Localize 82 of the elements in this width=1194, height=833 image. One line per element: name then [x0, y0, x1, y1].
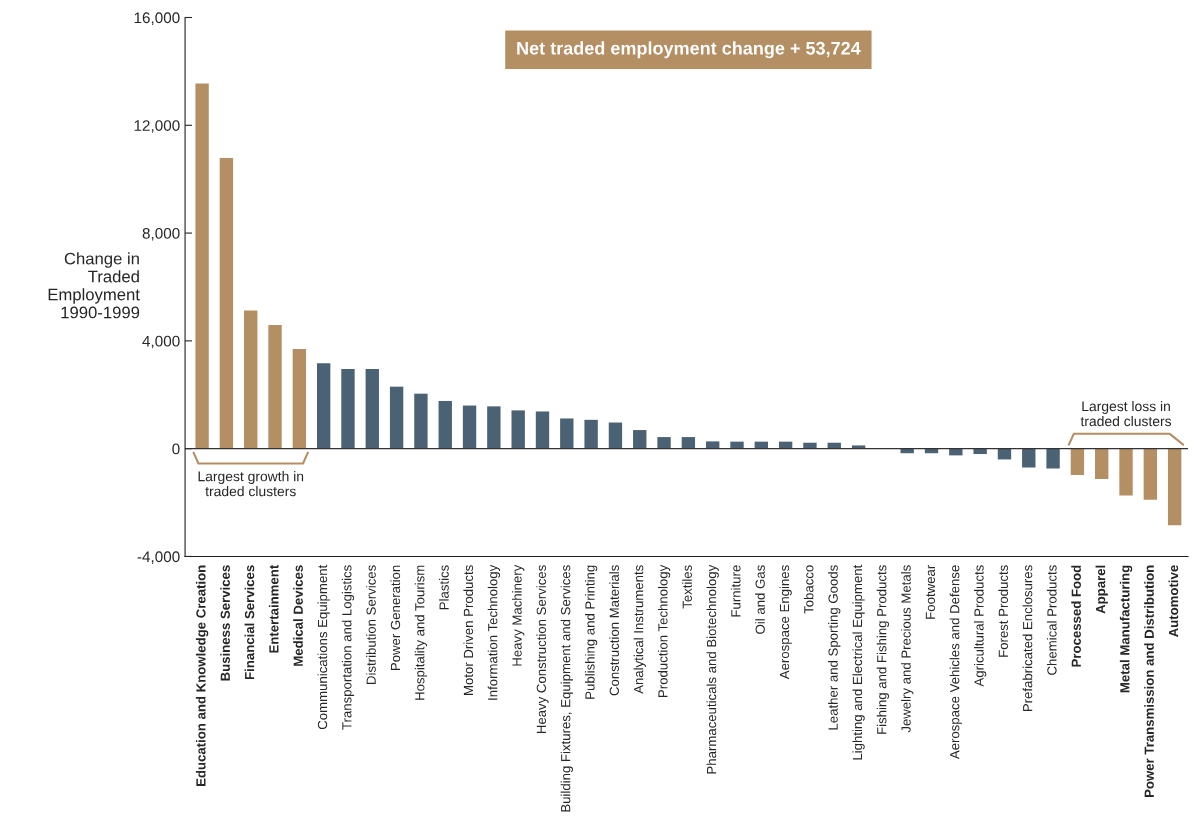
x-tick-label: Power Generation — [390, 565, 401, 671]
bar — [244, 310, 258, 449]
x-tick-label: Footwear — [925, 564, 936, 619]
y-tick-label: 0 — [172, 443, 180, 455]
x-tick-label: Textiles — [682, 565, 692, 609]
x-tick-label: Processed Food — [1071, 565, 1081, 667]
y-tick-label: 16,000 — [134, 12, 180, 25]
bar — [219, 157, 234, 449]
y-tick-label: 4,000 — [142, 335, 180, 349]
bar — [268, 324, 282, 449]
y-tick-label: 12,000 — [134, 120, 180, 133]
bar — [292, 348, 307, 449]
x-tick-label: Lighting and Electrical Equipment — [852, 564, 865, 760]
bar — [316, 363, 331, 449]
x-tick-label: Jewelry and Precious Metals — [901, 565, 914, 733]
x-tick-label: Heavy Machinery — [512, 564, 525, 666]
bar — [1167, 448, 1182, 526]
y-tick-label: 8,000 — [142, 227, 180, 241]
x-tick-label: Publishing and Printing — [584, 565, 598, 699]
x-tick-label: Aerospace Vehicles and Defense — [949, 565, 962, 760]
bar — [1046, 448, 1060, 469]
bar — [365, 368, 379, 449]
x-tick-label: Automotive — [1168, 565, 1179, 638]
bar — [414, 393, 428, 449]
bar — [511, 410, 525, 449]
x-tick-label: Transportation and Logistics — [341, 565, 355, 730]
bar — [535, 411, 550, 449]
x-tick-label: Heavy Construction Services — [536, 565, 549, 734]
x-tick-label: Entertainment — [268, 564, 279, 653]
x-tick-label: Analytical Instruments — [633, 565, 646, 694]
bar — [560, 418, 574, 449]
bar — [1119, 448, 1133, 496]
bar — [608, 422, 623, 449]
y-tick-label: -4,000 — [137, 551, 180, 564]
x-tick-label: Forest Products — [998, 565, 1008, 657]
x-tick-label: Plastics — [439, 565, 449, 610]
annotation: Largest loss in traded clusters — [1080, 401, 1172, 427]
x-tick-label: Education and Knowledge Creation — [195, 565, 209, 786]
annotation: Largest growth in traded clusters — [198, 471, 304, 497]
bar — [997, 448, 1012, 460]
x-tick-label: Apparel — [1095, 565, 1108, 614]
x-tick-label: Oil and Gas — [755, 565, 765, 634]
annotation: Net traded employment change + 53,724 — [517, 41, 861, 59]
bar — [1070, 448, 1085, 476]
bar — [584, 419, 598, 449]
x-tick-label: Prefabricated Enclosures — [1022, 565, 1033, 712]
x-tick-label: Building Fixtures, Equipment and Services — [560, 565, 573, 812]
x-tick-label: Fishing and Fishing Products — [876, 565, 890, 734]
x-tick-label: Hospitality and Tourism — [414, 565, 428, 700]
bar — [657, 437, 671, 449]
x-tick-label: Agricultural Products — [973, 565, 987, 687]
x-tick-label: Metal Manufacturing — [1119, 565, 1133, 693]
bar — [973, 448, 987, 455]
x-tick-label: Chemical Products — [1046, 565, 1057, 675]
bar — [195, 83, 209, 449]
x-tick-label: Tobacco — [803, 565, 814, 614]
x-tick-label: Power Transmission and Distribution — [1144, 565, 1154, 798]
bar — [1022, 448, 1036, 468]
x-tick-label: Communications Equipment — [317, 564, 330, 730]
x-tick-label: Distribution Services — [366, 565, 376, 684]
bar — [462, 405, 477, 449]
y-axis-title: Change in Traded Employment 1990-1999 — [48, 252, 140, 319]
x-tick-label: Medical Devices — [293, 565, 303, 666]
x-tick-label: Construction Materials — [609, 565, 619, 696]
bar — [681, 437, 696, 449]
x-tick-label: Production Technology — [657, 564, 671, 697]
x-tick-label: Furniture — [730, 565, 741, 617]
bar — [1095, 448, 1109, 480]
x-tick-label: Motor Driven Products — [463, 565, 474, 695]
bar — [633, 430, 647, 449]
x-tick-label: Pharmaceuticals and Biotechnology — [706, 564, 719, 774]
x-tick-label: Financial Services — [244, 565, 255, 680]
bar — [487, 406, 501, 449]
bar — [438, 400, 452, 449]
bar — [949, 448, 963, 456]
bar — [389, 386, 404, 449]
x-tick-label: Information Technology — [487, 564, 501, 700]
x-tick-label: Aerospace Engines — [779, 565, 792, 680]
bar — [341, 368, 355, 449]
bar — [1143, 448, 1158, 500]
x-tick-label: Business Services — [220, 565, 230, 681]
x-tick-label: Leather and Sporting Goods — [828, 565, 841, 730]
